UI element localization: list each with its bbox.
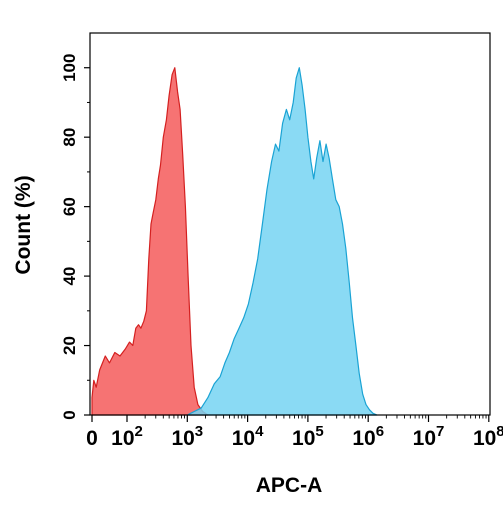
y-tick-label: 40 bbox=[60, 267, 79, 286]
histogram-series-1 bbox=[91, 67, 209, 416]
y-tick-label: 100 bbox=[60, 54, 79, 82]
x-tick-label: 106 bbox=[352, 423, 384, 450]
x-tick-label: 108 bbox=[473, 423, 503, 450]
y-axis-title: Count (%) bbox=[12, 175, 35, 274]
y-tick-label: 60 bbox=[60, 197, 79, 216]
x-tick-label: 102 bbox=[111, 423, 143, 450]
y-tick-label: 20 bbox=[60, 336, 79, 355]
plot-area bbox=[91, 67, 378, 416]
axes: 0 20 40 60 80 100 0 102 103 104 105 106 107 108 bbox=[60, 32, 503, 450]
x-tick-label: 107 bbox=[413, 423, 445, 450]
y-tick-label: 0 bbox=[60, 410, 79, 419]
x-tick-label: 105 bbox=[292, 423, 324, 450]
x-tick-label: 103 bbox=[171, 423, 203, 450]
y-tick-label: 80 bbox=[60, 128, 79, 147]
x-axis-title: APC-A bbox=[256, 474, 323, 497]
x-tick-label: 104 bbox=[232, 423, 264, 450]
x-tick-label: 0 bbox=[86, 427, 98, 450]
histogram-series-2 bbox=[186, 67, 378, 416]
